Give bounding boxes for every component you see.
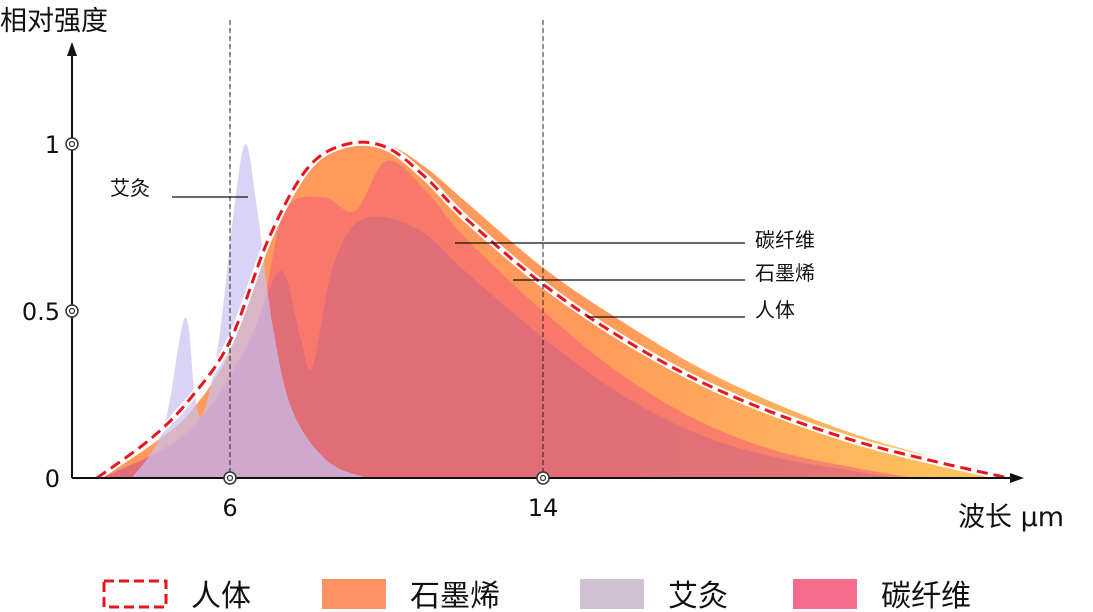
y-tick-marker-2 — [65, 304, 79, 318]
y-axis-label: 相对强度 — [0, 6, 108, 37]
annotation-label: 艾灸 — [110, 176, 150, 200]
x-tick-label: 6 — [222, 494, 237, 522]
legend-label: 石墨烯 — [410, 579, 500, 612]
x-tick-marker-2-inner — [539, 474, 547, 482]
legend-label: 碳纤维 — [881, 579, 971, 612]
series-3-area — [100, 216, 896, 479]
legend-swatch-dashed — [102, 579, 168, 609]
x-tick-marker-2 — [536, 471, 550, 485]
x-tick-marker-1 — [223, 471, 237, 485]
y-tick-label: 0.5 — [22, 298, 60, 326]
x-axis-label: 波长 μm — [958, 502, 1064, 533]
y-tick-marker-2-inner — [68, 307, 76, 315]
series-2-area — [100, 160, 915, 478]
reference-lines — [229, 20, 544, 478]
legend-swatch — [793, 579, 857, 609]
series-5-line — [96, 140, 1009, 480]
y-axis-arrow-icon — [67, 42, 77, 56]
x-tick-label: 14 — [528, 494, 559, 522]
x-axis-arrow-icon — [1010, 473, 1024, 483]
plot-area — [94, 138, 1010, 482]
legend: 人体 石墨烯 艾灸 碳纤维 — [102, 579, 971, 612]
x-tick-marker-1-inner — [226, 474, 234, 482]
annotation-label: 碳纤维 — [755, 228, 815, 252]
y-tick-label: 1 — [45, 131, 60, 159]
legend-label: 人体 — [191, 579, 251, 612]
y-tick-label: 0 — [45, 465, 60, 493]
legend-swatch — [322, 579, 386, 609]
y-tick-marker-3-inner — [68, 140, 76, 148]
annotation-label: 人体 — [755, 298, 795, 322]
legend-label: 艾灸 — [668, 579, 728, 612]
annotation-label: 石墨烯 — [755, 261, 815, 285]
legend-swatch — [580, 579, 644, 609]
y-tick-marker-3 — [65, 137, 79, 151]
